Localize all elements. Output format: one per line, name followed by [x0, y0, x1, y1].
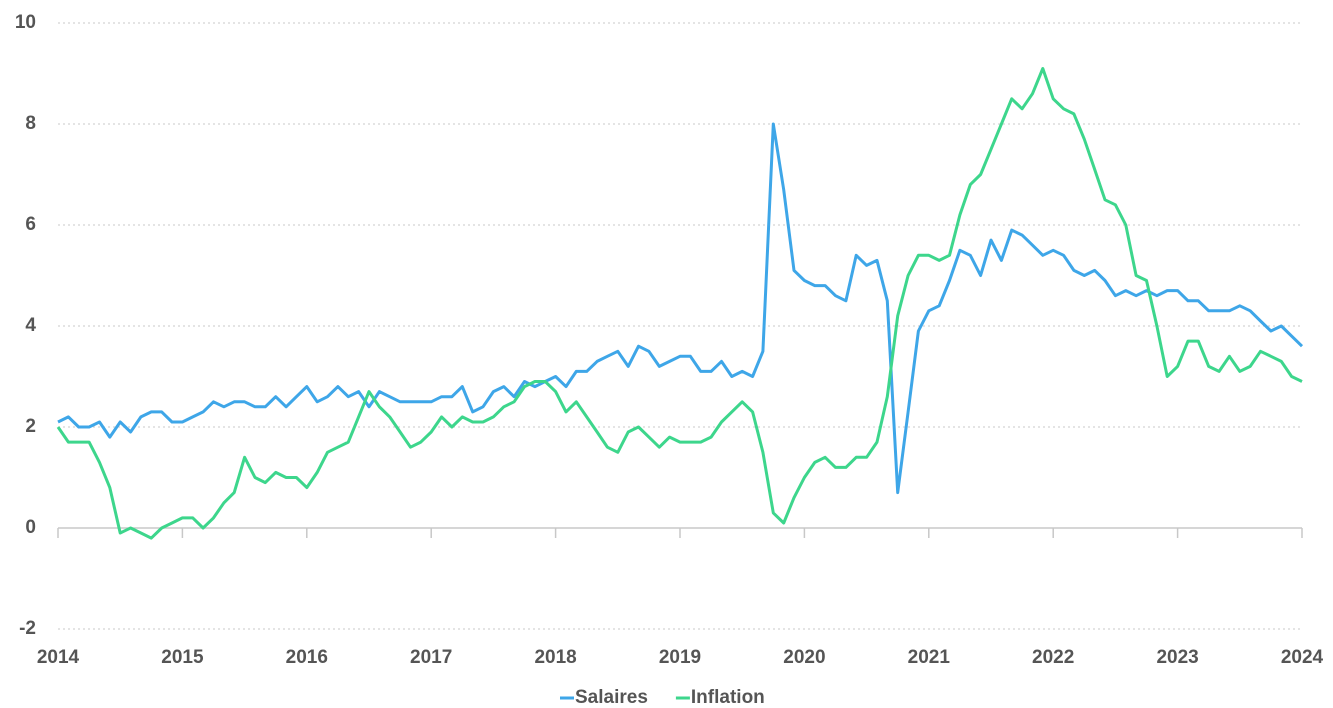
x-tick-label: 2018 [534, 647, 576, 668]
legend-label: Inflation [691, 687, 765, 708]
x-tick-label: 2023 [1156, 647, 1198, 668]
x-tick-label: 2017 [410, 647, 452, 668]
line-series [57, 122, 1304, 495]
y-tick-label: 4 [25, 315, 36, 336]
y-tick-label: 6 [25, 214, 36, 235]
x-tick-label: 2015 [161, 647, 204, 668]
x-tick-label: 2021 [908, 647, 951, 668]
y-tick-label: 8 [25, 113, 36, 134]
y-tick-label: -2 [19, 618, 36, 639]
x-tick-label: 2022 [1032, 647, 1074, 668]
line-series [56, 67, 1303, 540]
x-tick-label: 2019 [659, 647, 701, 668]
y-tick-label: 2 [25, 416, 36, 437]
x-tick-label: 2016 [286, 647, 328, 668]
x-tick-label: 2024 [1281, 647, 1324, 668]
legend-label: Salaires [575, 687, 648, 708]
y-tick-label: 10 [15, 12, 36, 33]
y-tick-label: 0 [25, 517, 36, 538]
x-tick-label: 2020 [783, 647, 825, 668]
x-tick-label: 2014 [37, 647, 80, 668]
